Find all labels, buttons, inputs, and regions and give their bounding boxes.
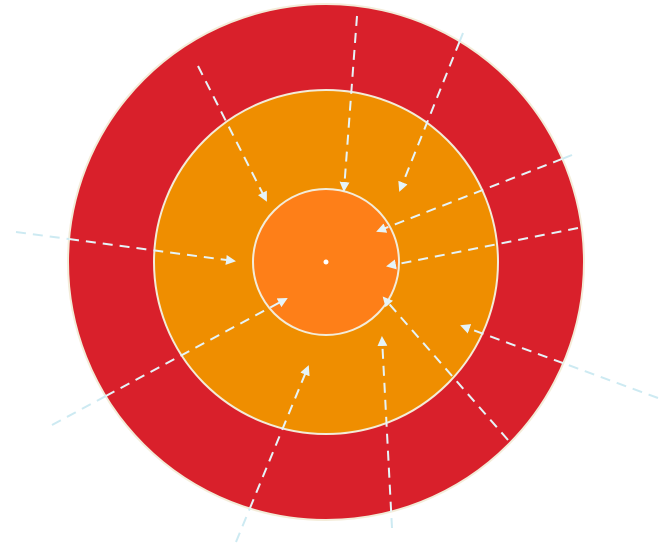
arrow-tail-outside <box>236 508 250 542</box>
arrow-tail-outside <box>52 396 106 425</box>
arrow-tail-outside <box>16 232 69 239</box>
arrow-tail-outside <box>460 33 463 41</box>
arrow-tail-outside <box>562 155 572 159</box>
arrow-tail-outside <box>563 363 658 398</box>
center-dot <box>324 260 329 265</box>
arrow-tail-outside <box>391 512 392 528</box>
